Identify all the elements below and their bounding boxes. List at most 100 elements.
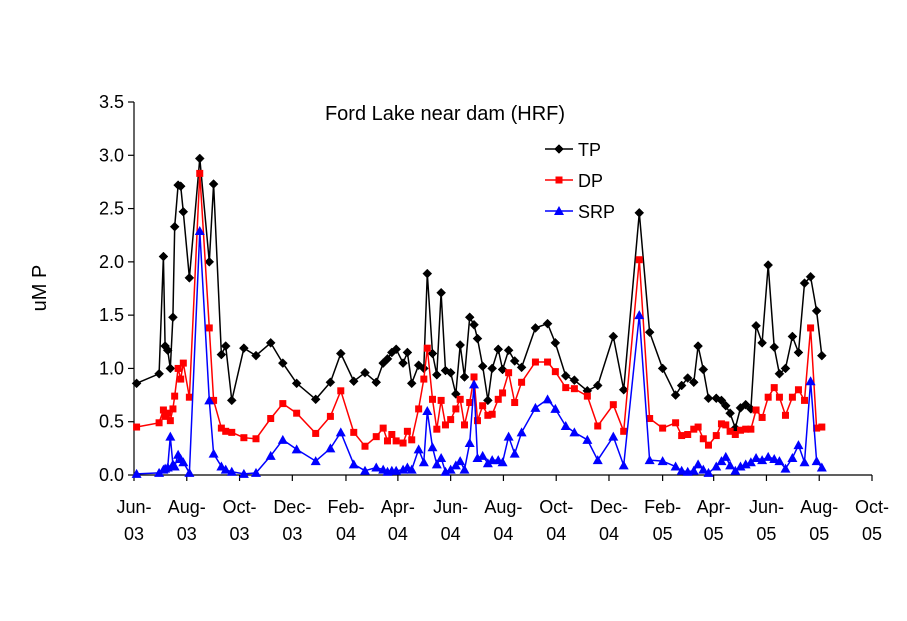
data-point-srp	[360, 465, 371, 475]
data-point-srp	[131, 468, 142, 478]
data-point-tp	[175, 181, 186, 192]
data-point-dp	[704, 441, 712, 449]
data-point-dp	[494, 395, 502, 403]
data-point-dp	[155, 419, 163, 427]
data-point-dp	[511, 399, 519, 407]
data-point-srp	[688, 465, 699, 475]
x-tick-label-year: 04	[546, 524, 566, 544]
data-point-tp	[204, 257, 215, 267]
data-point-srp	[477, 450, 488, 460]
y-tick-label: 2.5	[99, 199, 124, 219]
data-point-tp	[391, 344, 402, 355]
data-point-tp	[216, 349, 227, 360]
data-point-srp	[516, 427, 527, 437]
data-point-dp	[818, 423, 826, 431]
y-tick-label: 0.5	[99, 412, 124, 432]
data-point-tp	[503, 345, 514, 356]
data-point-tp	[464, 312, 475, 323]
data-point-dp	[133, 423, 141, 431]
series-dp	[133, 169, 826, 450]
data-point-tp	[422, 268, 433, 279]
data-point-dp	[788, 393, 796, 401]
data-point-srp	[569, 427, 580, 437]
x-tick-label-year: 04	[388, 524, 408, 544]
data-point-dp	[801, 396, 809, 404]
data-point-tp	[793, 347, 804, 358]
data-point-tp	[493, 344, 504, 355]
data-point-srp	[657, 456, 668, 466]
x-ticks: Jun- 03 Aug- 03 Oct- 03 Dec- 03 Feb- 04 Apr- 04 Jun-…	[116, 475, 889, 544]
data-point-tp	[682, 373, 693, 383]
data-point-tp	[436, 287, 446, 298]
data-point-dp	[731, 431, 739, 439]
data-point-dp	[185, 393, 193, 401]
data-point-tp	[455, 340, 466, 350]
x-tick-label-month: Jun-	[433, 497, 468, 517]
data-point-srp	[220, 464, 231, 474]
data-point-tp	[265, 337, 276, 348]
series-tp	[131, 153, 827, 433]
data-point-tp	[239, 343, 249, 354]
data-point-srp	[769, 454, 780, 464]
data-point-dp	[205, 324, 213, 332]
data-point-srp	[799, 457, 810, 467]
data-point-srp	[730, 465, 741, 475]
data-point-dp	[423, 344, 431, 352]
data-point-srp	[418, 457, 429, 467]
data-point-tp	[431, 369, 442, 380]
data-point-dp	[447, 416, 455, 424]
data-point-dp	[752, 406, 760, 414]
data-point-srp	[816, 462, 827, 472]
data-point-dp	[210, 396, 218, 404]
data-point-dp	[609, 401, 617, 409]
data-point-srp	[780, 463, 791, 473]
data-point-tp	[774, 368, 785, 379]
data-point-tp	[757, 337, 767, 348]
data-point-dp	[164, 409, 172, 417]
x-tick-label-month: Apr-	[381, 497, 415, 517]
data-point-dp	[722, 421, 730, 429]
data-point-srp	[763, 451, 774, 461]
data-point-dp	[252, 435, 260, 443]
x-tick-label-year: 03	[230, 524, 250, 544]
data-point-dp	[712, 432, 720, 440]
data-point-srp	[693, 459, 704, 469]
data-point-srp	[406, 464, 417, 474]
data-point-dp	[488, 410, 496, 418]
data-point-srp	[634, 310, 645, 320]
data-point-tp	[516, 362, 527, 373]
data-point-tp	[325, 377, 336, 388]
y-tick-label: 3.0	[99, 145, 124, 165]
data-point-srp	[530, 402, 541, 412]
x-tick-label-month: Oct-	[223, 497, 257, 517]
data-point-tp	[811, 306, 822, 316]
data-point-srp	[325, 443, 336, 453]
data-point-tp	[592, 380, 603, 391]
data-point-dp	[742, 425, 750, 433]
data-point-tp	[720, 400, 731, 411]
data-point-dp	[570, 385, 578, 393]
data-point-tp	[208, 179, 219, 189]
data-point-tp	[360, 367, 370, 378]
data-point-dp	[775, 393, 783, 401]
data-point-tp	[769, 342, 780, 352]
x-tick-label-year: 05	[704, 524, 724, 544]
data-point-dp	[452, 405, 460, 413]
data-point-tp	[497, 364, 508, 375]
data-point-srp	[582, 434, 593, 444]
data-point-srp	[751, 452, 762, 462]
data-point-dp	[293, 409, 301, 417]
data-point-srp	[509, 448, 520, 458]
data-point-srp	[793, 440, 804, 450]
data-point-dp	[240, 434, 248, 442]
data-point-dp	[794, 386, 802, 394]
y-axis-title: uM P	[29, 265, 51, 312]
data-point-dp	[383, 437, 391, 445]
data-point-srp	[391, 465, 402, 475]
data-point-dp	[646, 415, 654, 423]
data-point-dp	[433, 425, 441, 433]
x-tick-label-year: 04	[336, 524, 356, 544]
data-point-dp	[672, 419, 680, 427]
x-tick-label-year: 04	[441, 524, 461, 544]
